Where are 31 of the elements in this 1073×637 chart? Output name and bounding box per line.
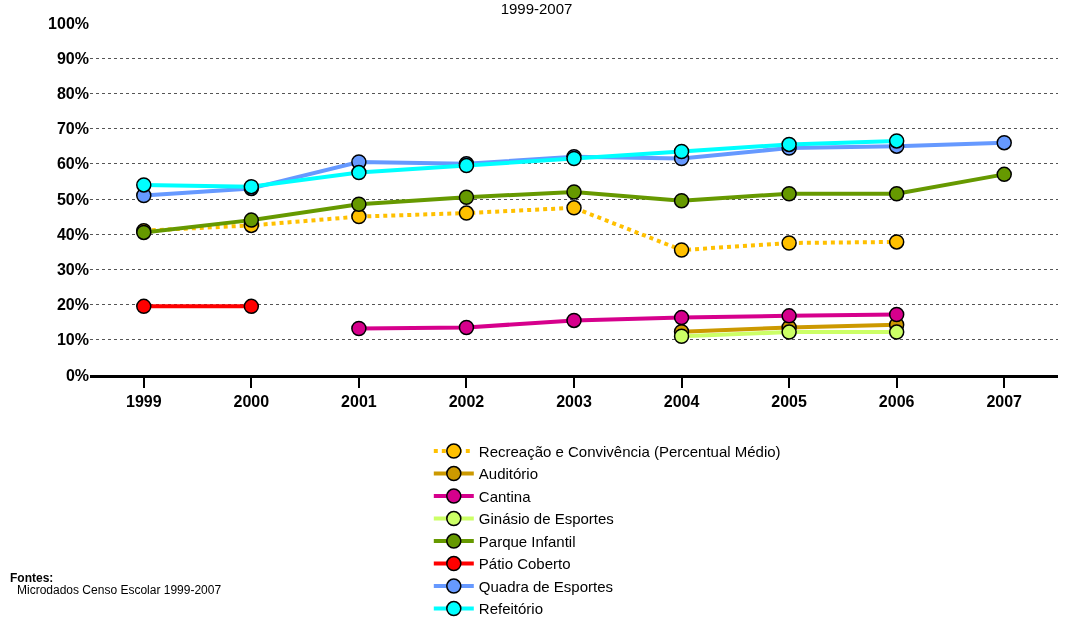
text: Microdados Censo Escolar 1999-2007 — [17, 583, 222, 597]
legend-label: Refeitório — [478, 600, 543, 618]
y-tick-label: 0% — [65, 366, 89, 384]
chart-title: 1999-2007 — [500, 0, 573, 17]
x-tick-label: 2001 — [341, 393, 377, 411]
y-tick-label: 50% — [56, 190, 89, 208]
legend-label: Cantina — [478, 487, 532, 505]
y-tick-label: 80% — [56, 85, 89, 102]
x-tick-label: 2006 — [878, 393, 915, 411]
y-tick-label: 60% — [56, 155, 89, 173]
x-tick-label: 2002 — [448, 393, 485, 411]
x-tick-label: 2000 — [233, 393, 270, 411]
legend-label: Ginásio de Esportes — [478, 510, 614, 528]
x-tick-label: 2005 — [771, 393, 808, 411]
legend-label: Quadra de Esportes — [478, 577, 614, 595]
x-tick-label: 1999 — [125, 393, 162, 411]
text: Fontes: — [10, 571, 54, 585]
y-tick-label: 20% — [56, 296, 89, 314]
legend-label: Recreação e Convivência (Percentual Médio) — [478, 442, 781, 460]
legend-label: Pátio Coberto — [478, 555, 571, 573]
legend-label: Parque Infantil — [478, 532, 576, 550]
y-tick-label: 40% — [56, 225, 89, 243]
y-tick-label: 90% — [56, 49, 89, 67]
x-tick-label: 2004 — [663, 393, 700, 411]
y-tick-label: 30% — [56, 261, 89, 278]
y-tick-label: 70% — [56, 120, 89, 138]
y-tick-label: 100% — [48, 14, 89, 32]
x-tick-label: 2007 — [986, 393, 1023, 411]
x-tick-label: 2003 — [556, 393, 592, 411]
legend-label: Auditório — [478, 465, 538, 483]
y-tick-label: 10% — [56, 331, 89, 349]
